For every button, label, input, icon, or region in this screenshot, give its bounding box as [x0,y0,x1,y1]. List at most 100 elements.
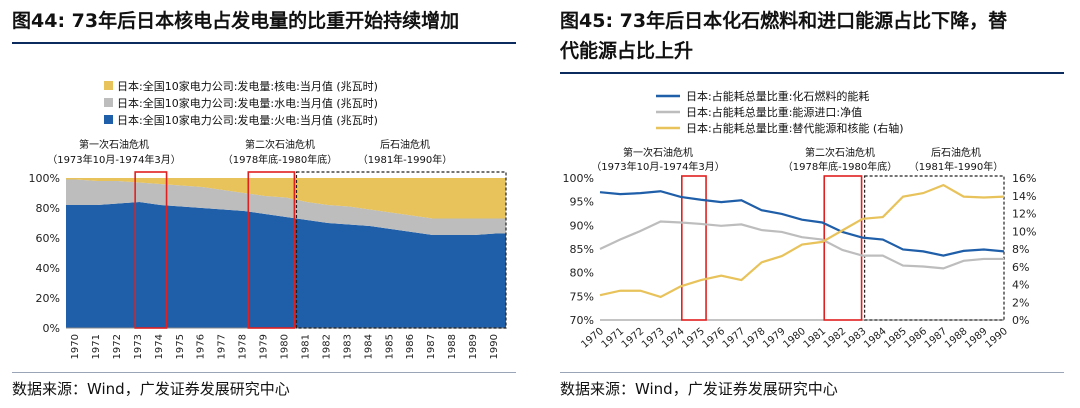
annotation-title: 后石油危机 [931,146,981,159]
post-crisis-box [864,175,1005,321]
energy-share-line-chart: 日本:占能耗总量比重:化石燃料的能耗日本:占能耗总量比重:能源进口:净值日本:占… [563,89,1037,351]
x-tick-label: 1986 [405,334,416,359]
annotation-title: 后石油危机 [380,138,430,151]
y-tick-label: 60% [36,232,60,245]
x-tick-label: 1971 [600,326,627,351]
legend-label: 日本:全国10家电力公司:发电量:核电:当月值 (兆瓦时) [117,79,378,93]
figure-45-title: 图45: 73年后日本化石燃料和进口能源占比下降，替 代能源占比上升 [560,6,1060,66]
x-tick-label: 1975 [175,334,186,359]
annotation-period: （1981年-1990年） [358,153,453,166]
x-tick-label: 1974 [154,334,165,359]
x-tick-label: 1979 [761,326,788,351]
x-tick-label: 1990 [983,326,1010,351]
x-tick-label: 1980 [280,334,291,359]
post-crisis-box [295,171,507,329]
y-left-tick-label: 80% [570,267,594,280]
x-tick-label: 1972 [620,326,647,351]
x-tick-label: 1975 [680,326,707,351]
y-left-tick-label: 100% [563,172,594,185]
figure-45-title-line2: 代能源占比上升 [560,40,694,62]
nuclear-area [66,178,506,219]
figure-44-source: 数据来源：Wind，广发证券发展研究中心 [12,380,290,398]
annotation-title: 第二次石油危机 [805,146,875,159]
x-tick-label: 1985 [882,326,909,351]
thermal-area [66,202,506,328]
annotation-title: 第二次石油危机 [245,138,315,151]
x-tick-label: 1986 [903,326,930,351]
x-tick-label: 1974 [660,326,687,351]
x-tick-label: 1977 [721,326,748,351]
x-tick-label: 1970 [70,334,81,359]
y-left-tick-label: 70% [570,314,594,327]
figure-45-title-line1: 图45: 73年后日本化石燃料和进口能源占比下降，替 [560,10,1008,32]
figure-44-title: 图44: 73年后日本核电占发电量的比重开始持续增加 [12,10,460,32]
y-left-tick-label: 95% [570,196,594,209]
source-rule [12,372,516,373]
y-tick-label: 40% [36,262,60,275]
y-right-tick-label: 6% [1012,261,1029,274]
nuclear-share-stacked-area-chart: 日本:全国10家电力公司:发电量:核电:当月值 (兆瓦时) 日本:全国10家电力公… [29,79,507,359]
x-tick-label: 1977 [217,334,228,359]
oil-crisis-box [681,175,707,321]
annotation-period: （1978年底-1980年底） [223,153,338,166]
annotation-period: （1981年-1990年） [909,160,1004,173]
legend-label: 日本:占能耗总量比重:替代能源和核能 (右轴) [686,121,904,135]
legend-swatch [104,115,113,124]
x-tick-label: 1990 [489,334,500,359]
x-tick-label: 1970 [579,326,606,351]
legend-swatch [104,81,113,90]
annotation-title: 第一次石油危机 [79,138,149,151]
x-tick-label: 1976 [196,334,207,359]
legend-label: 日本:全国10家电力公司:发电量:火电:当月值 (兆瓦时) [117,113,378,127]
legend-label: 日本:占能耗总量比重:能源进口:净值 [686,105,862,119]
x-tick-label: 1978 [741,326,768,351]
y-left-tick-label: 90% [570,219,594,232]
figure-44-panel: 图44: 73年后日本核电占发电量的比重开始持续增加 日本:全国10家电力公司:… [0,0,520,408]
title-rule [12,42,516,44]
x-tick-label: 1973 [133,334,144,359]
x-tick-label: 1988 [943,326,970,351]
x-tick-label: 1980 [781,326,808,351]
x-tick-label: 1987 [426,334,437,359]
x-tick-label: 1983 [342,334,353,359]
annotation-period: （1973年10月-1974年3月） [591,160,725,173]
y-right-tick-label: 10% [1012,225,1036,238]
y-right-tick-label: 4% [1012,279,1029,292]
x-tick-label: 1972 [112,334,123,359]
y-tick-label: 80% [36,202,60,215]
series-line [599,183,1005,299]
x-tick-label: 1981 [300,334,311,359]
x-tick-label: 1984 [363,334,374,359]
legend-label: 日本:全国10家电力公司:发电量:水电:当月值 (兆瓦时) [117,96,378,110]
y-right-tick-label: 14% [1012,190,1036,203]
y-right-tick-label: 2% [1012,296,1029,309]
x-tick-label: 1976 [701,326,728,351]
x-tick-label: 1983 [842,326,869,351]
oil-crisis-box [134,171,168,329]
x-tick-label: 1978 [238,334,249,359]
series-line [599,190,1005,257]
source-rule [560,372,1064,373]
annotation-period: （1978年底-1980年底） [783,160,898,173]
x-tick-label: 1981 [802,326,829,351]
oil-crisis-box [247,171,296,329]
x-tick-label: 1987 [923,326,950,351]
x-tick-label: 1979 [259,334,270,359]
annotation-title: 第一次石油危机 [623,146,693,159]
oil-crisis-box [823,175,863,321]
x-tick-label: 1989 [468,334,479,359]
y-right-tick-label: 8% [1012,243,1029,256]
x-tick-label: 1988 [447,334,458,359]
annotation-period: （1973年10月-1974年3月） [47,153,181,166]
y-tick-label: 0% [43,322,60,335]
x-tick-label: 1989 [963,326,990,351]
series-line [599,220,1004,270]
y-right-tick-label: 0% [1012,314,1029,327]
x-tick-label: 1985 [384,334,395,359]
x-tick-label: 1982 [822,326,849,351]
legend-swatch [104,98,113,107]
y-right-tick-label: 12% [1012,208,1036,221]
y-left-tick-label: 85% [570,243,594,256]
figure-45-panel: 图45: 73年后日本化石燃料和进口能源占比下降，替 代能源占比上升 日本:占能… [548,0,1068,408]
figure-45-source: 数据来源：Wind，广发证券发展研究中心 [560,380,838,398]
